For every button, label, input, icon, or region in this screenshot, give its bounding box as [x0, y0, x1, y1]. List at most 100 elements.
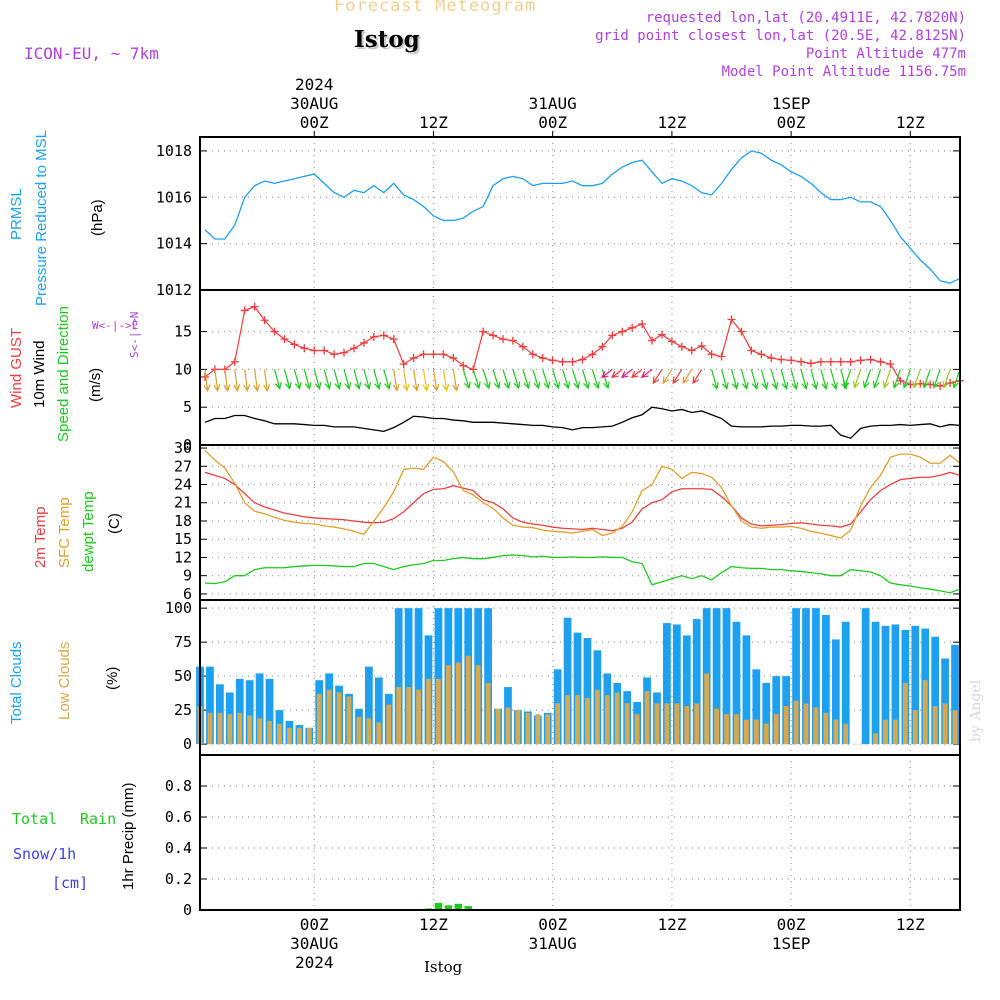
total-cloud-bar [672, 624, 681, 745]
y-tick-label: 0.2 [165, 870, 192, 888]
low-cloud-bar [485, 682, 491, 745]
wind-direction-arrow [882, 369, 892, 389]
wind-direction-arrow [610, 368, 623, 379]
total-cloud-bar [861, 608, 870, 745]
bottom-time-label: 12Z [896, 915, 925, 934]
wind-direction-arrow [512, 369, 521, 390]
wind-direction-arrow [750, 369, 759, 390]
wind-direction-arrow [922, 369, 931, 389]
total-cloud-bar [573, 632, 582, 745]
total-cloud-bar [365, 666, 373, 745]
snow-unit-label: [cm] [52, 874, 89, 892]
gust-marker [499, 335, 508, 344]
pressure-unit: (hPa) [89, 199, 106, 236]
wind-direction-arrow [682, 369, 693, 385]
low-cloud-bar [694, 703, 700, 745]
gust-marker [588, 350, 597, 359]
gust-marker [608, 331, 617, 340]
low-cloud-bar [684, 706, 690, 745]
y-tick-label: 1014 [156, 235, 192, 253]
y-tick-label: 0.8 [165, 777, 192, 795]
total-cloud-bar [802, 608, 810, 745]
low-cloud-bar [644, 691, 650, 745]
wind-direction-arrow [942, 369, 951, 389]
wind-speed-line [204, 406, 961, 439]
gust-marker [876, 357, 885, 366]
wind-direction-arrow [770, 369, 779, 390]
total-cloud-bar [881, 625, 890, 745]
point-altitude: Point Altitude 477m [805, 46, 966, 62]
y-tick-label: 0.4 [165, 839, 192, 857]
wind-direction-arrow [852, 369, 862, 389]
y-tick-label: 10 [174, 360, 192, 378]
low-cloud-bar [495, 708, 501, 745]
wind-direction-arrow [502, 369, 511, 390]
y-tick-label: 18 [174, 512, 192, 530]
wind-direction-arrow [482, 369, 491, 390]
gust-marker [618, 327, 627, 336]
wind-direction-arrow [402, 369, 410, 392]
top-time-label: 12Z [419, 113, 448, 132]
bottom-time-label: 00Z [538, 915, 567, 934]
low-cloud-bar [614, 692, 620, 745]
wind-unit: (m/s) [87, 367, 104, 402]
low-cloud-bar [326, 689, 332, 745]
gust-marker [518, 342, 527, 351]
station-title: Istog [354, 26, 420, 53]
low-cloud-bar [277, 723, 282, 745]
bottom-time-label: 00Z [777, 915, 806, 934]
bottom-year-label: 2024 [295, 953, 334, 972]
wind-direction-arrow [780, 369, 789, 390]
gust-marker [538, 354, 547, 363]
low-cloud-bar [833, 719, 839, 745]
t2m-label: 2m Temp [32, 506, 49, 568]
wind-direction-arrow [720, 369, 729, 390]
wind-direction-arrow [392, 369, 400, 392]
wind-direction-arrow [412, 369, 420, 392]
gust-marker [489, 331, 498, 340]
low-cloud-bar [525, 712, 531, 745]
wind-direction-arrow [343, 369, 352, 390]
gust-marker [697, 341, 706, 350]
wind-direction-arrow [522, 369, 531, 390]
low-cloud-bar [515, 710, 521, 745]
total-cloud-bar [374, 677, 383, 745]
tsfc-label: SFC Temp [56, 497, 73, 568]
wind-direction-arrow [630, 368, 643, 379]
total-cloud-bar [484, 608, 492, 745]
low-cloud-bar [396, 687, 402, 745]
low-cloud-bar [207, 712, 213, 745]
low-cloud-bar [237, 712, 243, 745]
low-cloud-bar [604, 695, 610, 745]
low-cloud-bar [724, 714, 729, 745]
wind-direction-arrow [711, 369, 719, 390]
gust-marker [449, 354, 458, 363]
total-cloud-bar [812, 608, 820, 745]
bottom-date-label: 1SEP [772, 934, 811, 953]
y-tick-label: 15 [174, 323, 192, 341]
gust-marker [290, 340, 299, 349]
wind-direction-arrow [810, 369, 819, 390]
gust-marker [548, 356, 557, 365]
wind-direction-arrow [730, 369, 739, 390]
gust-marker [806, 359, 815, 368]
gust-marker [379, 331, 388, 340]
total-cloud-bar [265, 678, 274, 745]
wind-direction-label: Speed and Direction [55, 306, 72, 442]
panel-frame [199, 754, 961, 911]
total-cloud-bar [891, 624, 900, 745]
pressure-label: PRMSL [8, 188, 25, 240]
low-cloud-bar [773, 714, 779, 745]
gust-marker [797, 357, 806, 366]
total-cloud-bar [732, 621, 741, 745]
total-cloud-bar [742, 635, 751, 745]
station-footer: Istog [424, 958, 463, 976]
low-cloud-bar [406, 687, 412, 745]
low-cloud-bar [346, 696, 352, 745]
wind-direction-arrow [830, 369, 839, 390]
y-tick-label: 75 [174, 633, 192, 651]
total-cloud-bar [831, 639, 840, 745]
low-cloud-bar [714, 708, 719, 745]
clouds-unit: (%) [104, 666, 121, 690]
wind-direction-arrow [353, 369, 362, 390]
